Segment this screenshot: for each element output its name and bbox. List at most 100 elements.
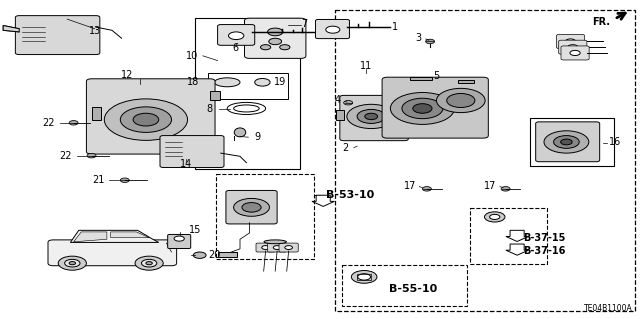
FancyBboxPatch shape xyxy=(536,122,600,162)
Text: 12: 12 xyxy=(120,70,133,80)
Bar xyxy=(530,118,614,166)
FancyBboxPatch shape xyxy=(256,243,275,252)
Text: 22: 22 xyxy=(42,118,54,128)
Circle shape xyxy=(234,198,269,216)
FancyBboxPatch shape xyxy=(561,46,589,60)
Circle shape xyxy=(273,246,281,249)
FancyBboxPatch shape xyxy=(86,79,215,154)
Circle shape xyxy=(570,50,580,56)
Ellipse shape xyxy=(234,128,246,137)
Bar xyxy=(470,208,547,264)
Text: 17: 17 xyxy=(404,181,416,191)
Circle shape xyxy=(69,262,76,265)
FancyBboxPatch shape xyxy=(340,95,408,141)
Circle shape xyxy=(444,78,452,83)
Text: 2: 2 xyxy=(342,143,349,153)
Circle shape xyxy=(87,153,96,158)
FancyBboxPatch shape xyxy=(244,18,306,58)
Text: 18: 18 xyxy=(188,77,200,87)
Polygon shape xyxy=(3,26,19,32)
Circle shape xyxy=(285,246,292,249)
Circle shape xyxy=(262,246,269,249)
Text: 8: 8 xyxy=(206,104,212,114)
Text: 14: 14 xyxy=(179,159,192,169)
Circle shape xyxy=(347,104,396,129)
FancyBboxPatch shape xyxy=(218,25,255,45)
Text: 1: 1 xyxy=(392,22,398,32)
Text: 19: 19 xyxy=(274,77,286,87)
Bar xyxy=(195,18,300,169)
Ellipse shape xyxy=(264,240,287,244)
Polygon shape xyxy=(506,230,529,241)
Circle shape xyxy=(133,113,159,126)
Circle shape xyxy=(135,256,163,270)
Text: 9: 9 xyxy=(255,132,261,142)
Circle shape xyxy=(544,131,589,153)
Circle shape xyxy=(193,252,206,258)
FancyBboxPatch shape xyxy=(559,40,587,54)
Circle shape xyxy=(413,104,432,113)
Circle shape xyxy=(357,109,385,123)
Text: 17: 17 xyxy=(484,181,497,191)
Text: B-55-10: B-55-10 xyxy=(389,284,437,294)
Text: 3: 3 xyxy=(415,33,421,43)
FancyBboxPatch shape xyxy=(316,19,349,39)
Circle shape xyxy=(174,236,184,241)
Circle shape xyxy=(561,139,572,145)
Circle shape xyxy=(358,274,371,280)
Circle shape xyxy=(65,259,80,267)
Polygon shape xyxy=(111,232,149,238)
Circle shape xyxy=(280,45,290,50)
Bar xyxy=(342,265,467,306)
Circle shape xyxy=(426,39,435,44)
Text: 20: 20 xyxy=(208,250,220,260)
Circle shape xyxy=(402,98,443,119)
Text: 6: 6 xyxy=(232,43,239,53)
Circle shape xyxy=(69,121,78,125)
Circle shape xyxy=(390,93,454,124)
FancyBboxPatch shape xyxy=(168,234,191,249)
Polygon shape xyxy=(506,244,529,255)
FancyBboxPatch shape xyxy=(48,240,177,266)
Circle shape xyxy=(141,259,157,267)
Bar xyxy=(210,91,220,100)
FancyBboxPatch shape xyxy=(226,190,277,224)
Ellipse shape xyxy=(234,105,259,112)
Bar xyxy=(357,274,371,280)
Text: 4: 4 xyxy=(334,95,340,105)
Circle shape xyxy=(120,178,129,182)
Circle shape xyxy=(365,113,378,120)
Circle shape xyxy=(120,107,172,132)
Circle shape xyxy=(351,271,377,283)
Polygon shape xyxy=(74,232,107,242)
FancyBboxPatch shape xyxy=(279,243,298,252)
Circle shape xyxy=(422,187,431,191)
Bar xyxy=(458,80,474,83)
FancyBboxPatch shape xyxy=(382,77,488,138)
FancyBboxPatch shape xyxy=(556,34,584,48)
Circle shape xyxy=(344,100,353,105)
Bar xyxy=(216,174,314,259)
Circle shape xyxy=(268,28,283,36)
Text: B-53-10: B-53-10 xyxy=(326,189,374,200)
Text: 13: 13 xyxy=(88,26,101,36)
Circle shape xyxy=(146,262,152,265)
Circle shape xyxy=(255,78,270,86)
Circle shape xyxy=(490,214,500,219)
Circle shape xyxy=(447,93,475,108)
Text: B-37-16: B-37-16 xyxy=(524,246,566,256)
FancyBboxPatch shape xyxy=(160,136,224,167)
Circle shape xyxy=(484,212,505,222)
Ellipse shape xyxy=(214,78,240,87)
Circle shape xyxy=(269,38,282,45)
Text: 10: 10 xyxy=(186,51,198,61)
Bar xyxy=(208,73,288,99)
Bar xyxy=(336,110,344,120)
Circle shape xyxy=(554,136,579,148)
Text: 7: 7 xyxy=(301,19,307,29)
Circle shape xyxy=(104,99,188,140)
Text: B-37-15: B-37-15 xyxy=(524,233,566,243)
Text: 11: 11 xyxy=(360,61,372,71)
Polygon shape xyxy=(312,195,335,206)
Circle shape xyxy=(501,187,510,191)
